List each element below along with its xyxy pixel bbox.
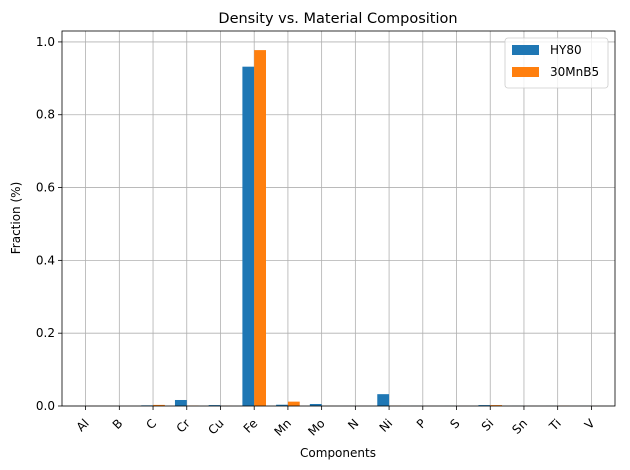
x-tick-label: Sn xyxy=(509,416,530,437)
bar-30mnb5-si xyxy=(490,405,503,406)
x-tick-label: Fe xyxy=(241,416,261,436)
x-tick-label: C xyxy=(143,416,159,432)
y-tick-label: 0.8 xyxy=(36,108,55,122)
y-tick-label: 1.0 xyxy=(36,35,55,49)
chart-title: Density vs. Material Composition xyxy=(218,11,457,27)
x-tick-label: S xyxy=(447,416,462,431)
legend-label-hy80: HY80 xyxy=(550,43,582,57)
bar-30mnb5-fe xyxy=(254,50,267,407)
x-tick-label: Si xyxy=(479,416,497,434)
y-axis-label: Fraction (%) xyxy=(9,182,23,254)
y-axis-ticks: 0.0 0.2 0.4 0.6 0.8 1.0 xyxy=(36,35,62,413)
legend: HY80 30MnB5 xyxy=(504,37,609,89)
y-tick-label: 0.4 xyxy=(36,253,55,267)
legend-label-30mnb5: 30MnB5 xyxy=(550,65,599,79)
y-tick-label: 0.0 xyxy=(36,399,55,413)
x-tick-label: Mo xyxy=(305,416,327,438)
bar-hy80-cr xyxy=(174,399,187,406)
y-tick-label: 0.2 xyxy=(36,326,55,340)
bar-hy80-mn xyxy=(276,404,288,406)
x-tick-label: Cr xyxy=(174,416,193,435)
y-tick-label: 0.6 xyxy=(36,181,55,195)
bar-hy80-cu xyxy=(208,405,221,406)
legend-swatch-hy80 xyxy=(512,45,539,55)
bar-hy80-si xyxy=(478,405,491,406)
bar-hy80-mo xyxy=(309,403,322,406)
x-tick-label: Al xyxy=(74,416,92,434)
x-axis-ticks: Al B C Cr Cu Fe Mn Mo N Ni P S Si Sn Ti V xyxy=(74,406,598,439)
x-axis-label: Components xyxy=(300,446,376,460)
bar-hy80-ni xyxy=(377,394,390,406)
x-tick-label: Cu xyxy=(205,416,226,437)
legend-swatch-30mnb5 xyxy=(512,67,539,77)
x-tick-label: P xyxy=(414,416,429,431)
plot-frame xyxy=(61,30,616,407)
bar-30mnb5-mn xyxy=(287,401,300,406)
x-tick-label: V xyxy=(582,416,598,432)
x-tick-label: B xyxy=(110,416,126,432)
x-tick-label: N xyxy=(345,416,361,432)
x-tick-label: Ni xyxy=(377,416,396,435)
bar-30mnb5-c xyxy=(153,404,165,406)
x-tick-label: Mn xyxy=(271,416,294,439)
x-tick-label: Ti xyxy=(546,416,564,434)
bar-hy80-fe xyxy=(242,66,255,406)
